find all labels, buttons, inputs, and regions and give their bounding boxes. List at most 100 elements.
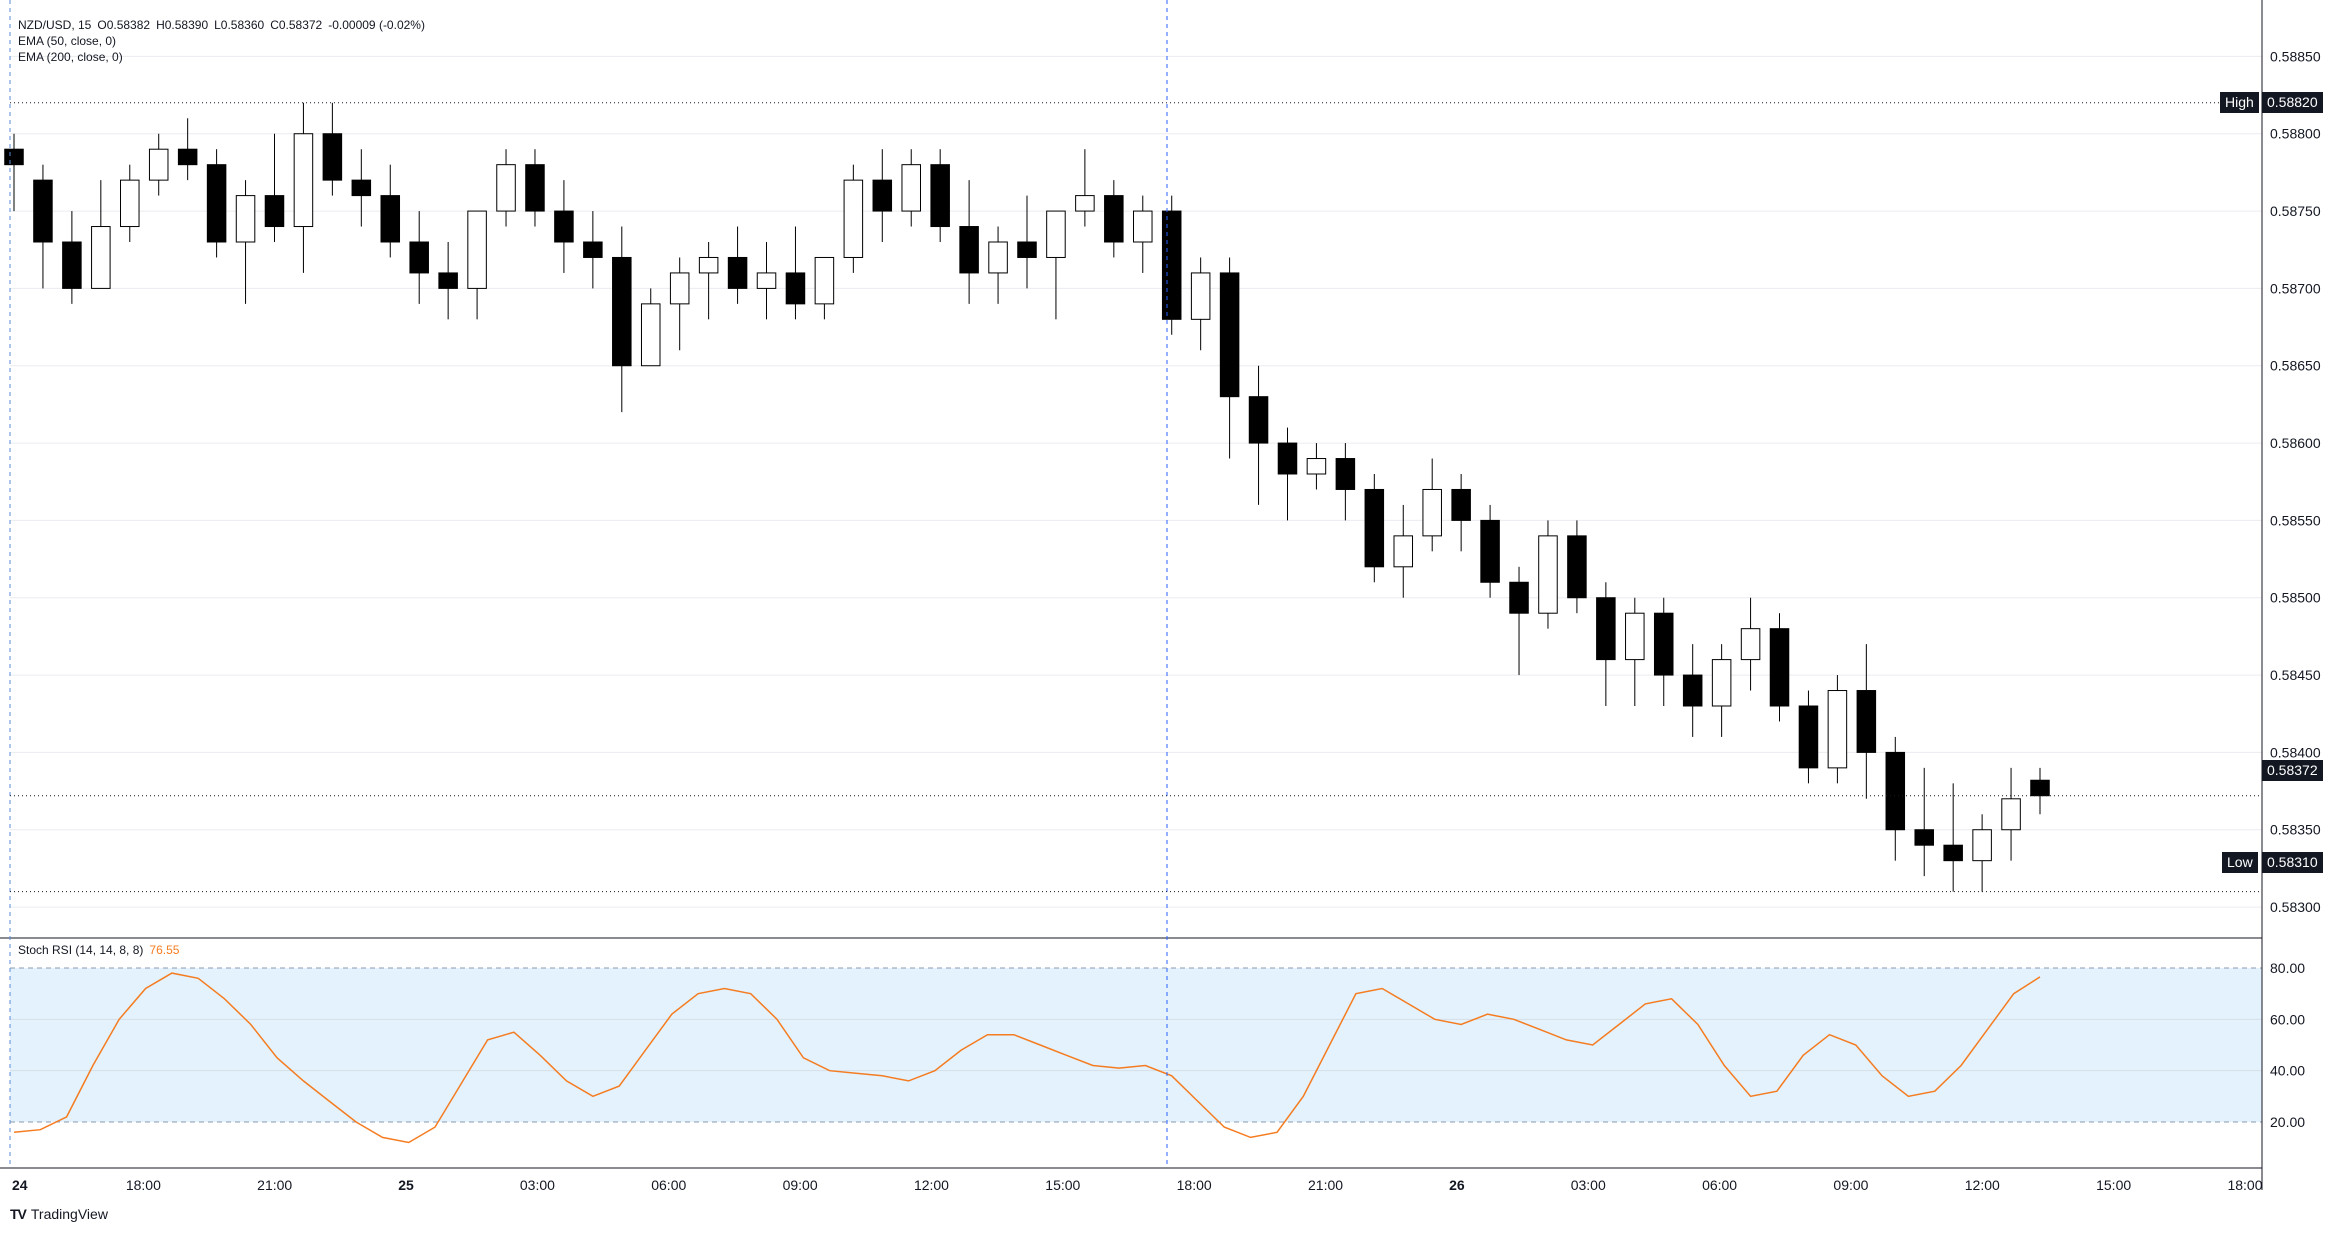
candle-body [756,272,777,289]
stoch-rsi-line [13,972,2041,1144]
candle-body [1190,272,1211,320]
candle-body [235,195,256,243]
candle-body [1306,458,1327,475]
candle-body [785,272,806,305]
time-axis[interactable]: 24 18:00 21:00 25 03:00 06:00 09:00 12:00 15:00 1… [12,1177,2263,1193]
rsi-overbought-oversold-band [10,968,2262,1122]
time-tick-label: 25 [398,1177,414,1193]
candle-body [62,241,82,289]
brand-name: TradingView [30,1206,108,1222]
tradingview-brand[interactable]: TV TradingView [10,1206,108,1222]
candle-body [2001,798,2021,831]
candle-body [1161,210,1182,320]
candle-body [322,133,343,181]
price-tick-label: 0.58800 [2270,126,2321,142]
candle-body [843,179,864,258]
candle-body [669,272,690,305]
time-tick-label: 06:00 [651,1177,686,1193]
candle-body [1682,674,1703,707]
price-tick-label: 0.58700 [2270,280,2321,296]
rsi-axis[interactable]: 80.00 60.00 40.00 20.00 [2270,960,2305,1130]
chart-legend: NZD/USD, 15 O0.58382 H0.58390 L0.58360 C0.58… [18,17,431,65]
symbol-line-part: H0.58390 [156,18,209,32]
candle-body [4,148,24,166]
time-tick-label: 03:00 [520,1177,555,1193]
candle-body [1248,396,1269,444]
candle-body [959,226,979,274]
price-axis[interactable]: 0.58850 0.58800 0.58750 0.58700 0.58650 0.586… [2270,48,2321,915]
candle-body [148,148,169,181]
candle-body [1740,628,1761,661]
stoch-rsi-legend[interactable]: Stoch RSI (14, 14, 8, 8) 76.55 [18,943,179,957]
high-price-badge: 0.58820 [2262,92,2323,113]
candle-body [1769,628,1790,707]
time-tick-label: 12:00 [914,1177,949,1193]
time-tick-label: 09:00 [1833,1177,1868,1193]
candle-body [988,241,1008,274]
time-tick-label: 15:00 [1045,1177,1080,1193]
price-tick-label: 0.58550 [2270,512,2321,528]
rsi-band [10,967,2262,1123]
candle-body [872,179,893,212]
candle-body [1625,612,1645,661]
time-tick-label: 21:00 [1308,1177,1343,1193]
candle-body [1017,241,1037,258]
candle-body [1277,442,1298,475]
price-tick-label: 0.58300 [2270,899,2321,915]
rsi-tick-label: 80.00 [2270,960,2305,976]
candle-body [1046,210,1066,258]
candle-body [1943,844,1963,862]
candle-body [1972,829,1992,862]
candle-body [930,164,950,228]
candle-body [727,256,748,289]
candle-body [91,226,111,289]
time-tick-label: 24 [12,1177,28,1193]
symbol-ohlc-line: NZD/USD, 15 O0.58382 H0.58390 L0.58360 C0.58… [18,17,431,33]
candle-body [554,210,574,243]
rsi-tick-label: 60.00 [2270,1011,2305,1027]
candle-body [467,210,487,289]
candle-body [1422,488,1442,537]
candle-body [33,179,53,243]
candle-body [612,256,632,367]
candle-body [1451,488,1471,521]
symbol-line-part: O0.58382 [97,18,151,32]
time-tick-label: 09:00 [783,1177,818,1193]
candle-body [814,256,835,305]
candle-body [1538,535,1558,614]
time-tick-label: 21:00 [257,1177,292,1193]
candle-body [1914,829,1934,846]
candle-body [583,241,603,258]
candle-body [1335,458,1356,490]
axis-lines [0,0,2263,1190]
time-tick-label: 06:00 [1702,1177,1737,1193]
candle-body [1480,519,1500,583]
candle-body [1364,488,1385,568]
candle-body [264,195,285,228]
candle-body [1596,597,1616,661]
ema-50-legend[interactable]: EMA (50, close, 0) [18,34,117,48]
candle-body [1885,751,1906,831]
symbol-line-part: NZD/USD, 15 [18,18,92,32]
candle-body [1711,659,1732,707]
price-tick-label: 0.58850 [2270,48,2321,64]
candle-body [120,179,140,228]
candle-body [1133,210,1153,243]
price-tick-label: 0.58750 [2270,203,2321,219]
price-tick-label: 0.58450 [2270,667,2321,683]
candle-body [640,303,661,367]
candle-body [438,272,458,289]
candle-body [1827,690,1848,769]
time-tick-label: 12:00 [1965,1177,2000,1193]
candle-body [1856,690,1877,753]
price-tick-label: 0.58650 [2270,358,2321,374]
candle-body [177,148,198,166]
candle-body [351,179,372,197]
rsi-tick-label: 40.00 [2270,1063,2305,1079]
candle-body [1509,581,1529,614]
symbol-line-part: C0.58372 [270,18,323,32]
ema-200-legend[interactable]: EMA (200, close, 0) [18,50,123,64]
price-tick-label: 0.58350 [2270,822,2321,838]
stoch-rsi-series [13,972,2041,1144]
